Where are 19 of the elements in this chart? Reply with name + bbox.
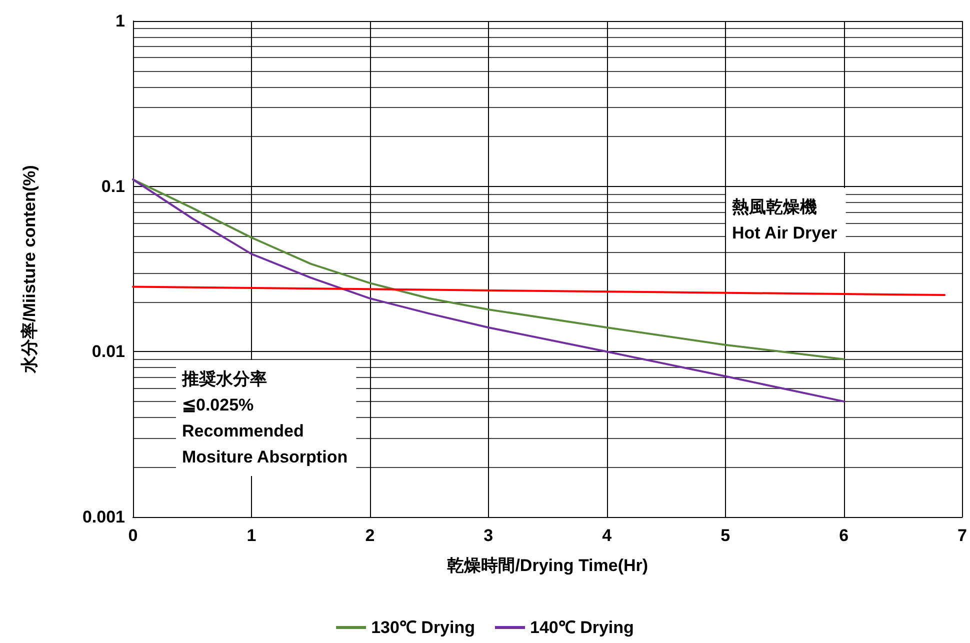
legend-label: 140℃ Drying <box>530 618 634 637</box>
y-axis-title: 水分率/Miisture conten(%) <box>20 165 39 374</box>
y-tick-label: 1 <box>116 12 125 30</box>
x-tick-label: 6 <box>839 526 849 545</box>
x-tick-label: 1 <box>246 526 256 545</box>
y-tick-label: 0.01 <box>92 342 125 362</box>
y-tick-label: 0.001 <box>82 508 125 526</box>
x-tick-label: 0 <box>128 526 138 545</box>
x-tick-label: 2 <box>365 526 375 545</box>
annotation: 熱風乾燥機 Hot Air Dryer <box>731 198 838 242</box>
x-tick-label: 4 <box>602 526 612 545</box>
x-axis-title: 乾燥時間/Drying Time(Hr) <box>447 556 648 575</box>
legend-label: 130℃ Drying <box>371 618 476 637</box>
y-tick-label: 0.1 <box>101 176 125 196</box>
x-tick-label: 3 <box>484 526 494 545</box>
x-tick-label: 7 <box>958 526 968 545</box>
x-tick-label: 5 <box>720 526 730 545</box>
annotation: 推奨水分率 ≦0.025% Recommended Mositure Absorption <box>181 370 348 466</box>
line-series <box>132 178 845 360</box>
